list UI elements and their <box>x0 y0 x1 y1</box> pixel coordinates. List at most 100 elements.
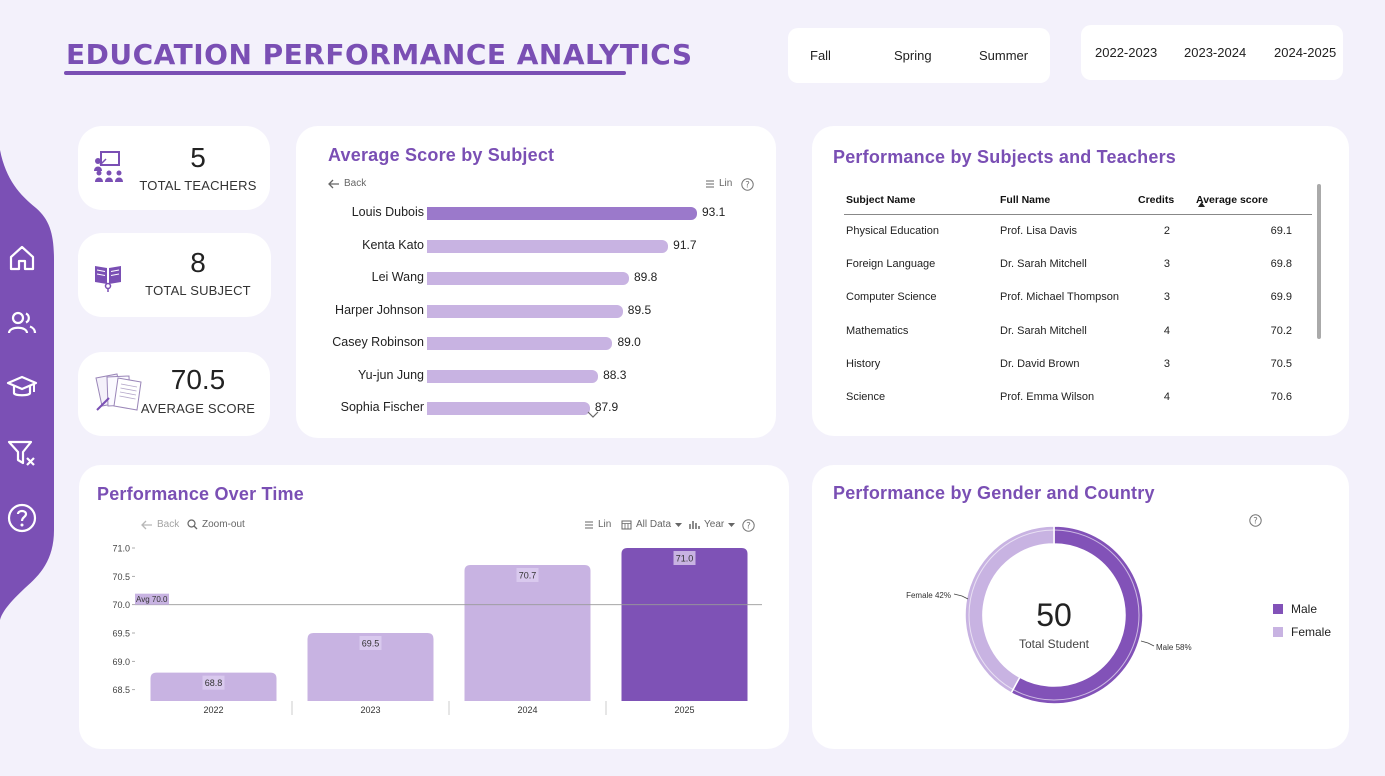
cell-full-name: Dr. Sarah Mitchell <box>1000 324 1087 337</box>
zoom-out-button[interactable]: Zoom-out <box>187 519 245 530</box>
title-underline <box>64 71 626 75</box>
female-leader-line <box>953 593 969 600</box>
table-row[interactable]: Mathematics Dr. Sarah Mitchell 4 70.2 <box>844 314 1312 347</box>
table-header-row: Subject Name Full Name Credits Average s… <box>844 186 1312 215</box>
bar-category-label: Yu-jun Jung <box>357 367 424 382</box>
bar[interactable] <box>427 304 623 318</box>
cell-average-score: 70.5 <box>1270 357 1292 370</box>
teachers-table: Subject Name Full Name Credits Average s… <box>844 186 1312 414</box>
semester-slicer: Fall Spring Summer <box>788 28 1050 83</box>
users-icon[interactable] <box>6 307 38 339</box>
legend-female-swatch <box>1273 627 1283 637</box>
kpi-subjects-card: 8 TOTAL SUBJECT <box>78 233 271 317</box>
legend-male[interactable]: Male <box>1273 602 1317 616</box>
chevron-down-icon[interactable] <box>587 411 599 419</box>
x-tick-label: 2022 <box>203 705 223 715</box>
bar-row[interactable]: Lei Wang 89.8 <box>296 267 776 289</box>
cell-subject-name: Mathematics <box>846 324 909 337</box>
home-icon[interactable] <box>6 242 38 274</box>
over-time-card: Performance Over Time Back Zoom-out Lin … <box>79 465 789 749</box>
linear-scale-button[interactable]: Lin <box>705 178 732 189</box>
slicer-2022-2023[interactable]: 2022-2023 <box>1095 45 1158 60</box>
vertical-bar-chart: 71.0 70.5 70.0 69.5 69.0 68.5 68.8 2022 69.5 2023… <box>112 544 762 715</box>
back-label: Back <box>344 178 367 189</box>
bar-row[interactable]: Casey Robinson 89.0 <box>296 332 776 354</box>
slicer-spring[interactable]: Spring <box>894 48 932 63</box>
female-data-label: Female 42% <box>906 591 951 600</box>
bar-value-label: 89.8 <box>633 270 658 284</box>
bar-row[interactable]: Harper Johnson 89.5 <box>296 300 776 322</box>
back-label: Back <box>157 519 180 530</box>
cell-subject-name: Science <box>846 391 886 404</box>
cell-average-score: 70.6 <box>1270 391 1292 404</box>
x-tick-label: 2025 <box>674 705 694 715</box>
svg-text:?: ? <box>746 522 751 532</box>
help-icon[interactable]: ? <box>742 519 755 532</box>
cell-full-name: Dr. David Brown <box>1000 357 1080 370</box>
table-row[interactable]: Foreign Language Dr. Sarah Mitchell 3 69.8 <box>844 247 1312 280</box>
bar-value-label: 88.3 <box>603 367 627 382</box>
donut-slice-female[interactable] <box>964 525 1055 695</box>
bar-row[interactable]: Yu-jun Jung 88.3 <box>296 365 776 387</box>
col-average-score[interactable]: Average score <box>1196 186 1312 215</box>
graduation-cap-icon[interactable] <box>6 371 38 403</box>
bar[interactable] <box>427 207 697 220</box>
linear-scale-button[interactable]: Lin <box>584 519 611 530</box>
table-scrollbar[interactable] <box>1317 184 1321 339</box>
slicer-2023-2024[interactable]: 2023-2024 <box>1184 45 1247 60</box>
back-button[interactable]: Back <box>328 178 366 189</box>
sort-ascending-icon[interactable] <box>1198 202 1205 207</box>
bar-value-label: 91.7 <box>673 237 697 252</box>
all-data-label: All Data <box>636 519 672 530</box>
back-button[interactable]: Back <box>141 519 179 530</box>
table-row[interactable]: Physical Education Prof. Lisa Davis 2 69.1 <box>844 214 1312 247</box>
legend-female[interactable]: Female <box>1273 625 1331 639</box>
teacher-icon <box>94 151 123 182</box>
bar-value-label: 70.7 <box>519 571 537 581</box>
bar[interactable] <box>427 369 599 383</box>
cell-subject-name: Physical Education <box>846 224 939 237</box>
bar-row[interactable]: Louis Dubois 93.1 <box>296 202 776 224</box>
table-row[interactable]: History Dr. David Brown 3 70.5 <box>844 347 1312 380</box>
col-full-name[interactable]: Full Name <box>1000 186 1138 215</box>
cell-average-score: 69.9 <box>1270 291 1292 304</box>
col-subject-name[interactable]: Subject Name <box>844 186 1000 215</box>
cell-average-score: 70.2 <box>1270 324 1292 337</box>
slicer-summer[interactable]: Summer <box>979 48 1029 63</box>
donut-inner-ring <box>968 529 1140 701</box>
help-icon[interactable] <box>6 502 38 534</box>
table-row[interactable]: Computer Science Prof. Michael Thompson 3 6… <box>844 281 1312 314</box>
slicer-fall[interactable]: Fall <box>810 48 831 63</box>
bar[interactable] <box>427 272 629 285</box>
total-students-value: 50 <box>1036 597 1072 633</box>
calendar-icon <box>621 520 632 529</box>
bar[interactable] <box>427 239 669 253</box>
gender-card: Performance by Gender and Country ? 50 To… <box>812 465 1349 749</box>
bar-row[interactable]: Sophia Fischer 87.9 <box>296 397 776 419</box>
bar-category-label: Louis Dubois <box>351 205 424 219</box>
bar[interactable] <box>427 402 590 415</box>
bar-row[interactable]: Kenta Kato 91.7 <box>296 235 776 257</box>
y-tick-label: 69.5 <box>112 629 130 639</box>
donut-slice-male[interactable] <box>1010 525 1144 705</box>
help-icon[interactable]: ? <box>741 178 754 191</box>
clear-filter-icon[interactable] <box>6 437 38 469</box>
sidebar-background <box>0 150 54 620</box>
bar[interactable] <box>427 337 613 350</box>
cell-credits: 3 <box>1163 357 1170 370</box>
cell-credits: 4 <box>1163 391 1170 404</box>
cell-credits: 3 <box>1163 257 1170 270</box>
horizontal-bar-chart: Louis Dubois 93.1 Kenta Kato 91.7 Lei Wang 89… <box>296 202 776 422</box>
kpi-subjects-label: TOTAL SUBJECT <box>145 283 251 298</box>
y-tick-label: 71.0 <box>112 544 130 554</box>
slicer-2024-2025[interactable]: 2024-2025 <box>1274 45 1337 60</box>
back-arrow-icon <box>141 520 152 529</box>
lin-label: Lin <box>719 178 733 189</box>
col-credits[interactable]: Credits <box>1138 186 1196 215</box>
all-data-dropdown[interactable]: All Data <box>621 519 683 530</box>
teachers-table-title: Performance by Subjects and Teachers <box>833 147 1176 167</box>
help-icon[interactable]: ? <box>1249 514 1262 527</box>
bar-chart-icon <box>689 520 700 529</box>
table-row[interactable]: Science Prof. Emma Wilson 4 70.6 <box>844 380 1312 413</box>
year-dropdown[interactable]: Year <box>689 519 736 530</box>
